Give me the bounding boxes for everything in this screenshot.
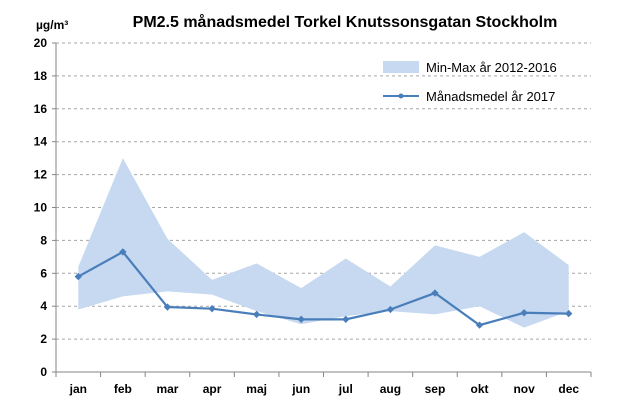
y-tick-label: 8 — [40, 233, 47, 247]
series-point — [74, 272, 82, 281]
x-tick-label: feb — [114, 382, 132, 396]
x-tick-label: jul — [338, 382, 353, 396]
legend-band-label: Min-Max år 2012-2016 — [426, 60, 557, 75]
series-point — [342, 315, 350, 324]
y-tick-label: 14 — [34, 135, 48, 149]
y-tick-label: 10 — [34, 201, 48, 215]
tick-layer: 0 2 4 6 8 10 12 14 16 18 20 jan feb mar apr maj jun jul au… — [34, 36, 580, 396]
x-tick-label: okt — [471, 382, 489, 396]
y-tick-label: 6 — [40, 266, 47, 280]
y-axis-unit-label: µg/m³ — [36, 18, 68, 32]
x-tick-label: dec — [558, 382, 579, 396]
y-tick-label: 0 — [40, 365, 47, 379]
min-max-band — [78, 158, 569, 328]
x-tick-label: jan — [69, 382, 87, 396]
y-tick-label: 12 — [34, 168, 48, 182]
legend-band-swatch — [383, 61, 419, 73]
x-tick-label: nov — [513, 382, 535, 396]
x-tick-label: jun — [291, 382, 310, 396]
y-tick-label: 16 — [34, 102, 48, 116]
x-tick-label: sep — [425, 382, 446, 396]
series-line — [77, 250, 569, 327]
series-point — [475, 321, 484, 329]
y-tick-label: 20 — [34, 36, 48, 50]
series-point — [520, 309, 528, 317]
axis-layer — [52, 42, 592, 377]
chart-title: PM2.5 månadsmedel Torkel Knutssonsgatan … — [133, 13, 558, 31]
x-tick-label: apr — [203, 382, 222, 396]
series-point — [386, 305, 395, 314]
x-tick-label: maj — [246, 382, 267, 396]
legend-series-marker — [398, 93, 404, 99]
series-point — [431, 289, 439, 297]
series-point — [163, 303, 172, 311]
legend-series-label: Månadsmedel år 2017 — [426, 89, 555, 104]
series-point — [565, 309, 573, 318]
band-layer — [78, 158, 569, 328]
legend: Min-Max år 2012-2016 Månadsmedel år 2017 — [383, 60, 557, 104]
y-tick-label: 2 — [40, 332, 47, 346]
y-tick-label: 18 — [34, 69, 48, 83]
series-point — [119, 248, 127, 256]
series-layer — [74, 248, 573, 329]
series-point — [297, 315, 305, 324]
series-point — [208, 304, 216, 313]
x-tick-label: mar — [156, 382, 178, 396]
x-tick-label: aug — [380, 382, 401, 396]
series-point — [252, 310, 261, 319]
y-tick-label: 4 — [40, 299, 47, 313]
